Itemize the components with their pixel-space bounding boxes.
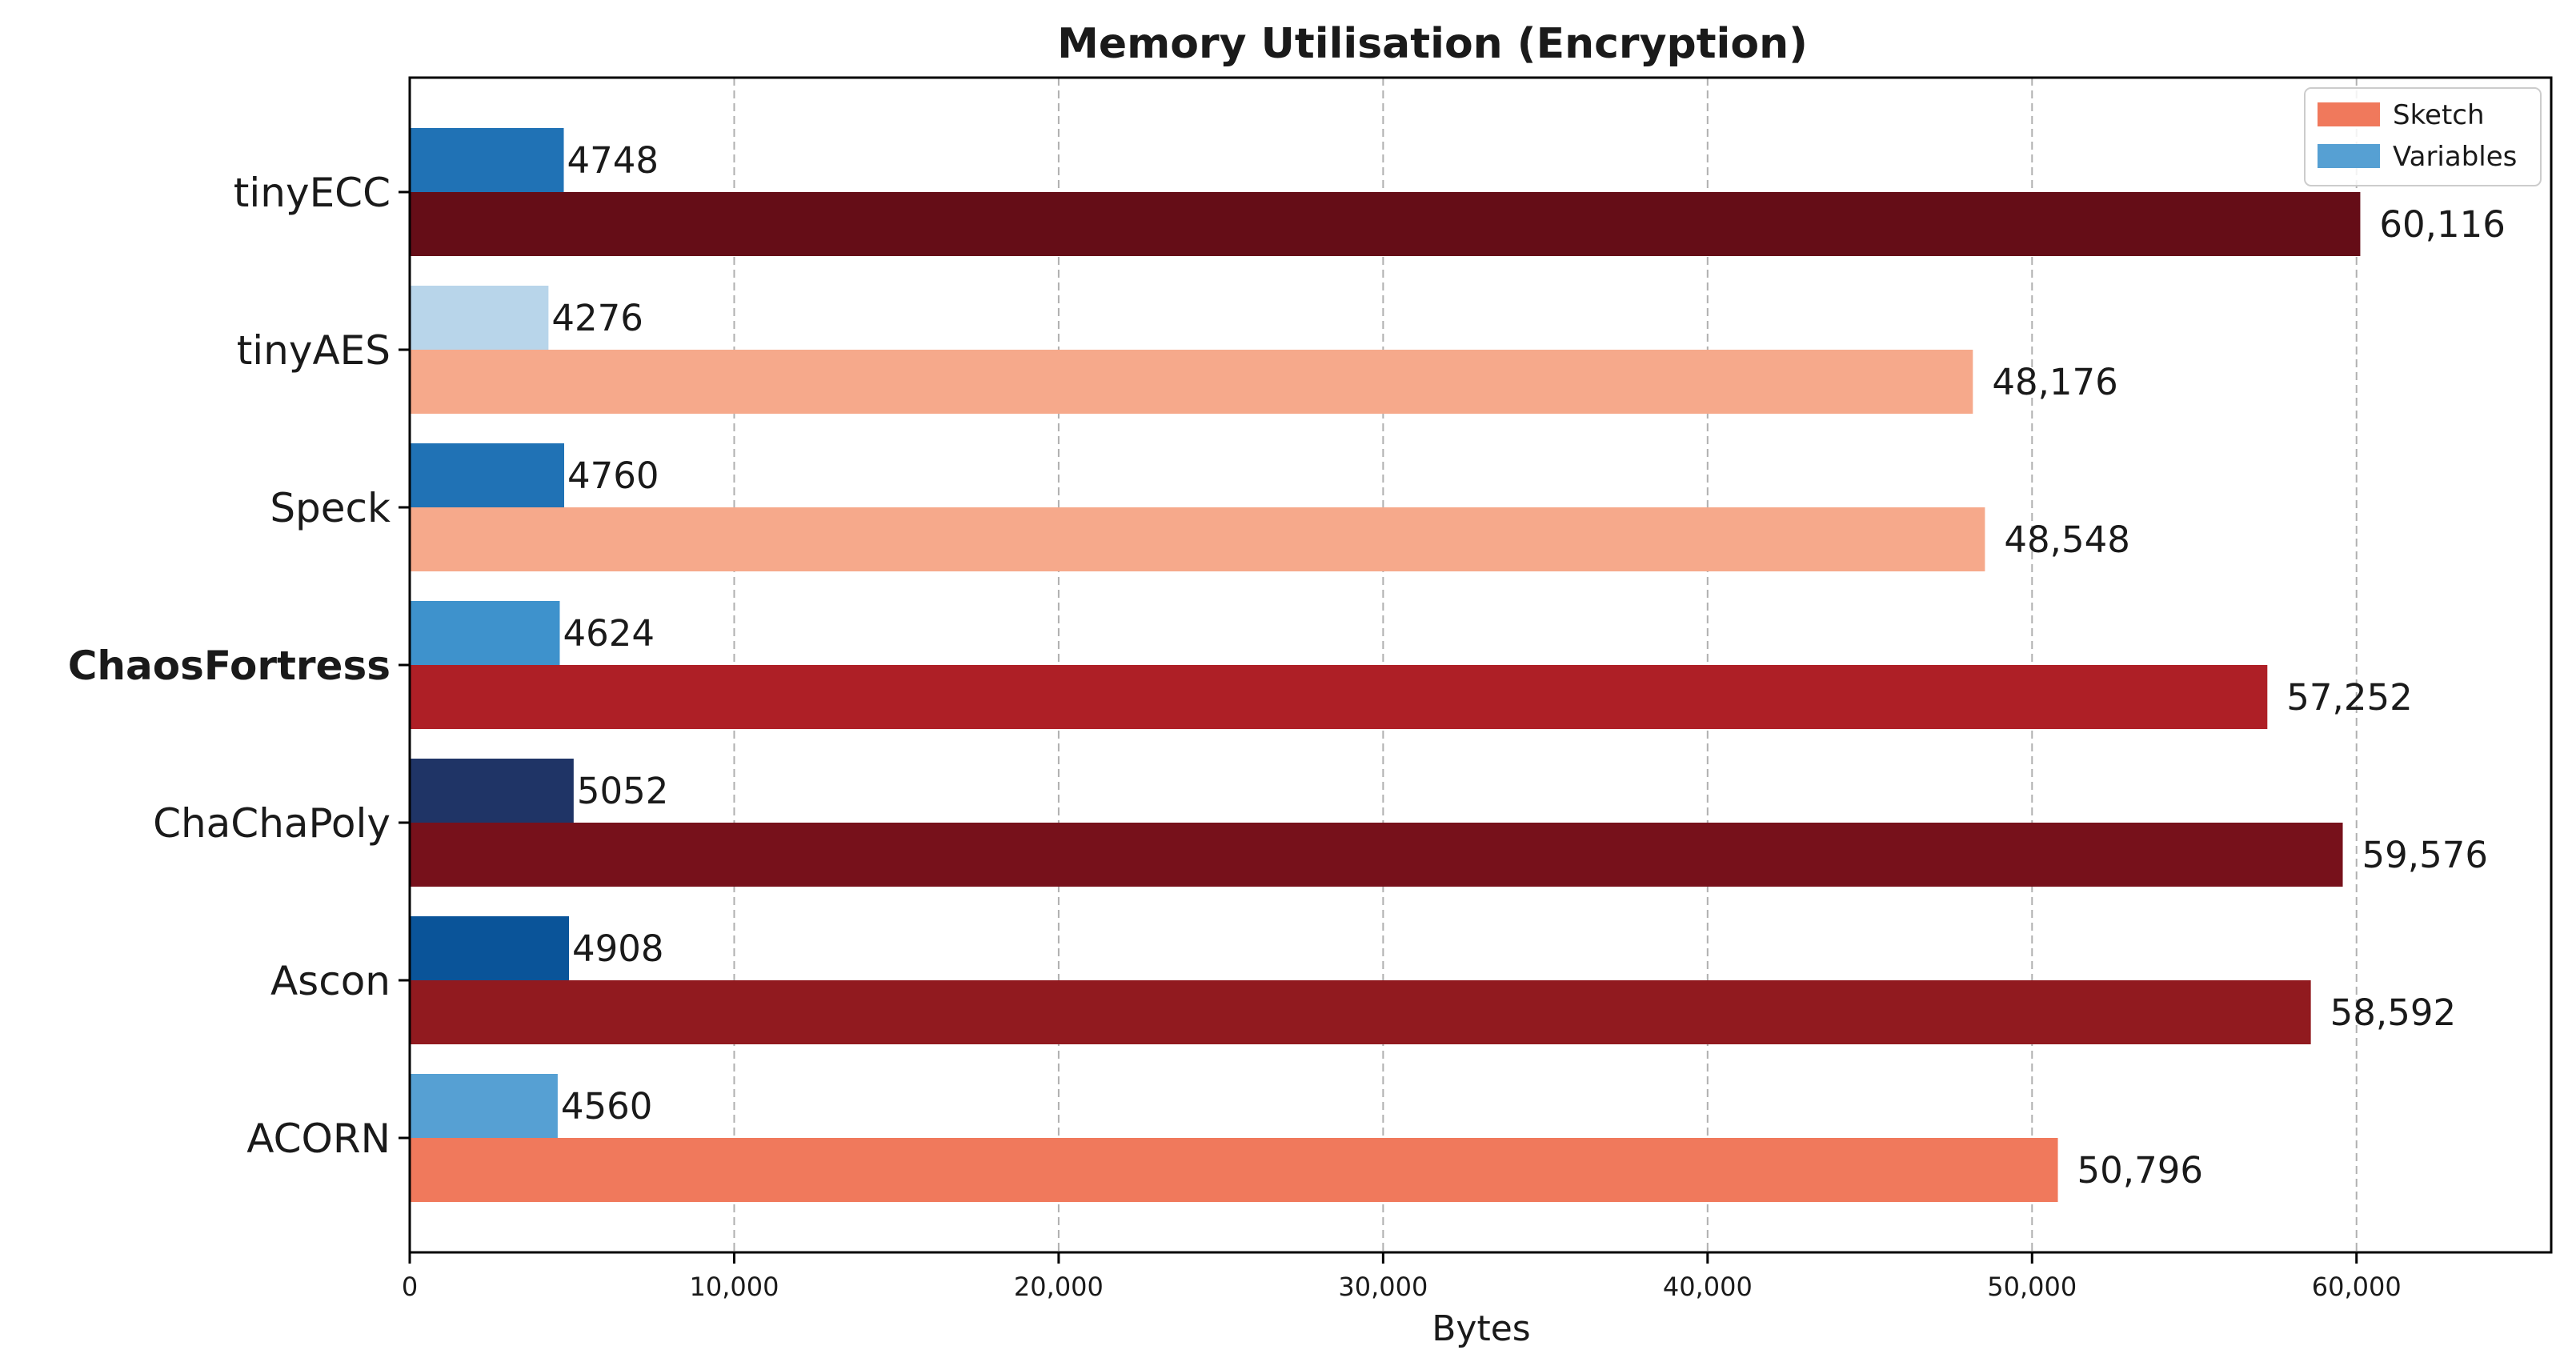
legend: Sketch Variables xyxy=(2304,87,2542,186)
x-tick-label-4: 40,000 xyxy=(1663,1272,1753,1302)
category-label-tinyecc: tinyECC xyxy=(234,170,391,216)
variables-value-speck: 4760 xyxy=(567,455,659,497)
sketch-bar-chachapoly xyxy=(410,823,2343,887)
variables-bar-chaosfortress xyxy=(410,601,560,665)
category-label-chaosfortress: ChaosFortress xyxy=(68,643,391,689)
gridlines xyxy=(733,78,2358,1252)
legend-swatch-variables xyxy=(2318,144,2380,168)
variables-value-ascon: 4908 xyxy=(572,927,664,970)
legend-label-variables: Variables xyxy=(2393,141,2517,173)
x-tick-label-1: 10,000 xyxy=(689,1272,779,1302)
sketch-value-acorn: 50,796 xyxy=(2077,1149,2203,1192)
x-tick-label-6: 60,000 xyxy=(2312,1272,2402,1302)
plot-frame xyxy=(408,76,2553,1254)
sketch-bar-chaosfortress xyxy=(410,665,2268,729)
sketch-value-ascon: 58,592 xyxy=(2330,991,2456,1034)
legend-swatch-sketch xyxy=(2318,102,2380,126)
sketch-bar-acorn xyxy=(410,1138,2058,1202)
x-axis-title: Bytes xyxy=(1432,1308,1530,1349)
variables-value-chaosfortress: 4624 xyxy=(563,612,655,655)
legend-label-sketch: Sketch xyxy=(2393,99,2485,131)
x-axis-ticks: 0 10,000 20,000 30,000 40,000 50,000 60,000 xyxy=(399,190,2402,1302)
category-labels: tinyECC tinyAES Speck ChaosFortress ChaChaPo… xyxy=(68,170,391,1162)
variables-value-tinyecc: 4748 xyxy=(567,139,659,182)
chart-title: Memory Utilisation (Encryption) xyxy=(1057,20,1808,68)
variables-value-chachapoly: 5052 xyxy=(577,770,669,812)
sketch-bar-ascon xyxy=(410,980,2311,1044)
x-tick-label-5: 50,000 xyxy=(1987,1272,2077,1302)
sketch-value-chachapoly: 59,576 xyxy=(2362,834,2488,876)
x-tick-label-0: 0 xyxy=(402,1272,418,1302)
variables-bar-speck xyxy=(410,443,564,507)
variables-bar-ascon xyxy=(410,916,569,980)
variables-bar-chachapoly xyxy=(410,759,574,823)
sketch-bar-speck xyxy=(410,507,1985,571)
category-label-speck: Speck xyxy=(270,485,391,531)
variables-value-acorn: 4560 xyxy=(561,1085,653,1128)
bars xyxy=(410,128,2361,1202)
x-tick-label-2: 20,000 xyxy=(1014,1272,1104,1302)
sketch-value-speck: 48,548 xyxy=(2004,519,2129,561)
sketch-bar-tinyaes xyxy=(410,350,1973,414)
category-label-tinyaes: tinyAES xyxy=(237,327,391,374)
sketch-value-tinyaes: 48,176 xyxy=(1992,361,2117,403)
category-label-chachapoly: ChaChaPoly xyxy=(153,800,391,847)
variables-bar-tinyecc xyxy=(410,128,564,192)
variables-bar-acorn xyxy=(410,1074,558,1138)
variables-bar-tinyaes xyxy=(410,286,549,350)
sketch-value-tinyecc: 60,116 xyxy=(2379,203,2505,246)
variables-value-tinyaes: 4276 xyxy=(551,297,643,339)
category-label-ascon: Ascon xyxy=(270,958,391,1004)
sketch-bar-tinyecc xyxy=(410,192,2361,256)
category-label-acorn: ACORN xyxy=(246,1116,391,1162)
sketch-value-chaosfortress: 57,252 xyxy=(2286,676,2412,719)
value-labels: 4748 60,116 4276 48,176 4760 48,548 4624 57,252… xyxy=(551,139,2506,1192)
x-tick-label-3: 30,000 xyxy=(1338,1272,1428,1302)
